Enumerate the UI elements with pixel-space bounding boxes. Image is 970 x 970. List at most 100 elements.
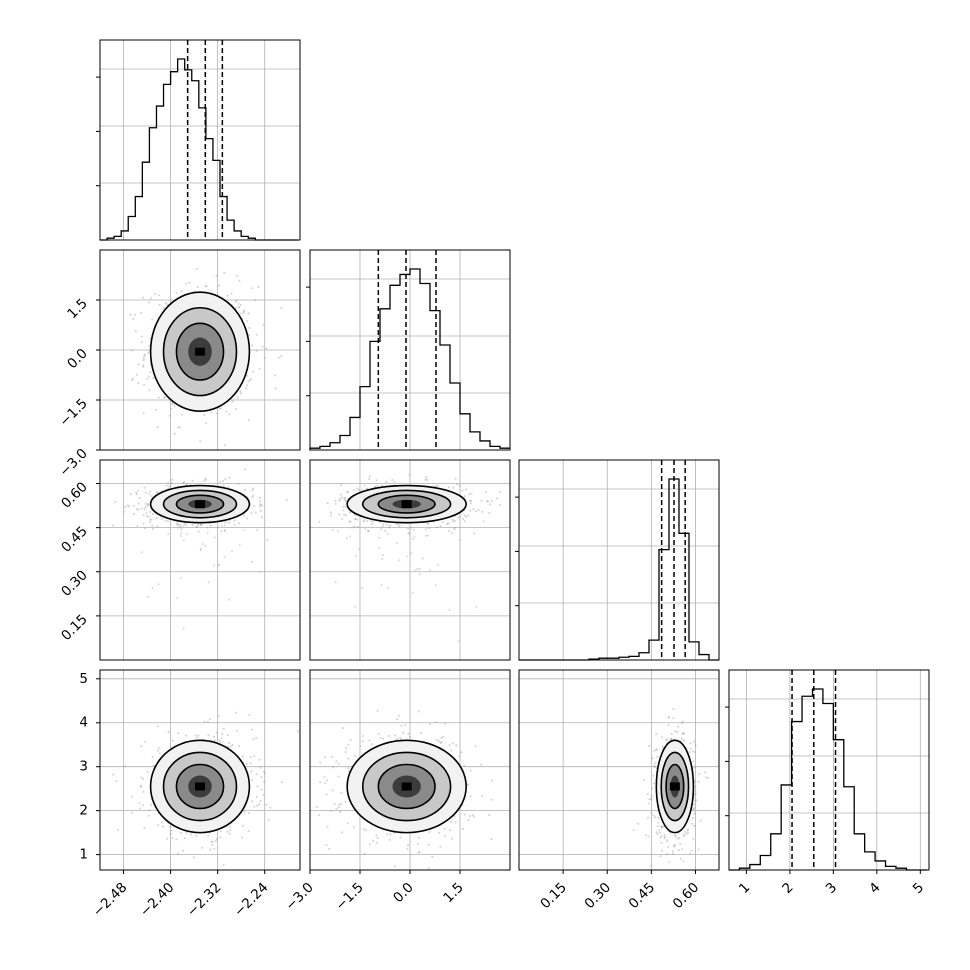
sample-point bbox=[206, 526, 209, 529]
sample-point bbox=[183, 481, 186, 484]
sample-point bbox=[660, 825, 663, 828]
sample-point bbox=[365, 829, 367, 832]
sample-point bbox=[252, 494, 255, 497]
sample-point bbox=[446, 523, 449, 526]
sample-point bbox=[366, 487, 369, 490]
sample-point bbox=[263, 772, 266, 775]
panel-frame bbox=[309, 459, 511, 661]
sample-point bbox=[703, 771, 706, 774]
sample-point bbox=[370, 519, 373, 522]
sample-point bbox=[259, 509, 262, 512]
sample-point bbox=[196, 525, 199, 528]
sample-point bbox=[667, 724, 670, 726]
sample-point bbox=[263, 357, 266, 360]
sample-point bbox=[223, 524, 226, 527]
sample-point bbox=[425, 476, 428, 479]
sample-point bbox=[181, 413, 184, 416]
sample-point bbox=[657, 825, 659, 828]
sample-point bbox=[185, 533, 188, 536]
sample-point bbox=[454, 477, 457, 480]
sample-point bbox=[166, 520, 169, 523]
sample-point bbox=[220, 530, 223, 533]
sample-point bbox=[182, 849, 184, 852]
sample-point bbox=[694, 789, 697, 792]
sample-point bbox=[395, 542, 398, 545]
sample-point bbox=[439, 525, 442, 527]
sample-point bbox=[351, 526, 354, 529]
sample-point bbox=[196, 736, 199, 739]
sample-point bbox=[400, 724, 403, 727]
sample-point bbox=[112, 773, 115, 776]
sample-point bbox=[198, 530, 200, 533]
sample-point bbox=[458, 755, 461, 758]
sample-point bbox=[343, 499, 346, 502]
sample-point bbox=[681, 720, 684, 723]
sample-point bbox=[699, 819, 702, 822]
sample-point bbox=[396, 738, 399, 741]
sample-point bbox=[147, 344, 150, 347]
sample-point bbox=[137, 508, 140, 511]
sample-point bbox=[231, 743, 234, 746]
sample-point bbox=[247, 312, 250, 315]
sample-point bbox=[164, 396, 167, 399]
sample-point bbox=[416, 567, 419, 570]
sample-point bbox=[375, 841, 378, 844]
sample-point bbox=[178, 426, 181, 429]
sample-point bbox=[461, 489, 464, 492]
sample-point bbox=[149, 511, 152, 513]
sample-point bbox=[143, 508, 146, 511]
density-panel-1-0 bbox=[129, 268, 283, 447]
sample-point bbox=[258, 367, 261, 370]
sample-point bbox=[340, 484, 342, 487]
sample-point bbox=[456, 483, 459, 486]
sample-point bbox=[129, 313, 132, 316]
sample-point bbox=[697, 780, 700, 783]
sample-point bbox=[213, 735, 216, 738]
sample-point bbox=[347, 757, 350, 760]
sample-point bbox=[218, 407, 221, 410]
sample-point bbox=[160, 821, 163, 824]
sample-point bbox=[319, 761, 322, 764]
sample-point bbox=[469, 499, 472, 502]
sample-point bbox=[162, 307, 165, 310]
sample-point bbox=[693, 824, 696, 827]
sample-point bbox=[357, 489, 360, 492]
sample-point bbox=[463, 813, 466, 816]
sample-point bbox=[210, 411, 213, 414]
sample-point bbox=[180, 528, 183, 531]
sample-point bbox=[650, 794, 653, 797]
sample-point bbox=[391, 479, 394, 481]
sample-point bbox=[671, 852, 674, 855]
sample-point bbox=[679, 857, 682, 860]
sample-point bbox=[205, 478, 208, 481]
sample-point bbox=[450, 820, 453, 823]
sample-point bbox=[152, 513, 154, 515]
sample-point bbox=[450, 749, 453, 752]
sample-point bbox=[356, 487, 359, 490]
sample-point bbox=[140, 507, 143, 510]
sample-point bbox=[656, 833, 659, 836]
sample-point bbox=[199, 440, 202, 443]
sample-point bbox=[267, 819, 270, 821]
sample-point bbox=[693, 740, 696, 743]
sample-point bbox=[250, 512, 253, 515]
sample-point bbox=[463, 520, 466, 523]
sample-point bbox=[426, 478, 429, 481]
sample-point bbox=[666, 853, 669, 855]
sample-point bbox=[674, 844, 677, 847]
sample-point bbox=[662, 825, 665, 828]
sample-point bbox=[226, 733, 229, 736]
sample-point bbox=[158, 294, 161, 297]
sample-point bbox=[251, 800, 254, 803]
sample-point bbox=[262, 793, 265, 796]
sample-point bbox=[417, 710, 420, 713]
sample-point bbox=[334, 499, 337, 502]
sample-point bbox=[227, 521, 230, 524]
sample-point bbox=[439, 742, 442, 744]
sample-point bbox=[186, 483, 189, 485]
sample-point bbox=[241, 824, 244, 827]
sample-point bbox=[243, 309, 246, 312]
sample-point bbox=[692, 750, 695, 753]
sample-point bbox=[670, 737, 672, 740]
sample-point bbox=[262, 323, 265, 326]
